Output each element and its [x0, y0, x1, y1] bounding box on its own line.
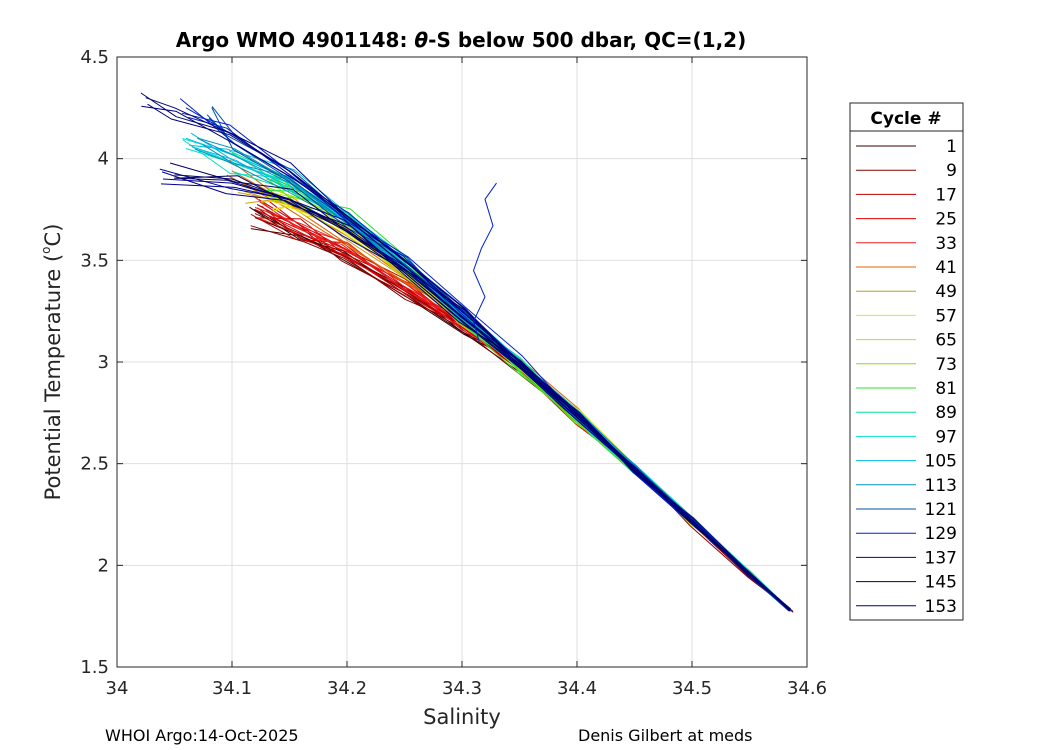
legend-label: 105 [925, 452, 957, 472]
y-tick-label: 2 [98, 555, 109, 576]
footer-right: Denis Gilbert at meds [578, 726, 752, 745]
legend-label: 49 [935, 282, 957, 302]
legend-label: 9 [946, 161, 957, 181]
y-axis-label: Potential Temperature (oC) [39, 224, 65, 501]
x-tick-label: 34.2 [327, 678, 367, 699]
x-tick-label: 34.1 [212, 678, 252, 699]
x-tick-label: 34.4 [557, 678, 597, 699]
legend-label: 25 [935, 210, 957, 230]
legend-label: 129 [925, 524, 957, 544]
legend-label: 137 [925, 548, 957, 568]
series-153-outlier [473, 182, 497, 342]
series-153 [140, 92, 791, 612]
series-layer [140, 92, 794, 613]
series-line [147, 103, 791, 611]
legend-label: 81 [935, 379, 957, 399]
series-line [141, 105, 791, 611]
x-tick-label: 34.6 [787, 678, 827, 699]
y-tick-label: 1.5 [80, 657, 109, 678]
y-tick-labels: 1.5 2 2.5 3 3.5 4 4.5 [80, 47, 109, 678]
legend-label: 57 [935, 306, 957, 326]
y-tick-label: 3.5 [80, 250, 109, 271]
legend-label: 89 [935, 403, 957, 423]
legend-label: 41 [935, 258, 957, 278]
series-line [181, 112, 790, 611]
x-axis-label: Salinity [423, 705, 501, 729]
x-tick-labels: 34 34.1 34.2 34.3 34.4 34.5 34.6 [106, 678, 827, 699]
chart-title: Argo WMO 4901148: θ-S below 500 dbar, QC… [176, 28, 746, 52]
legend-box [849, 102, 964, 621]
legend-label: 97 [935, 427, 957, 447]
legend-entries: 1 9 17 25 33 41 49 57 65 73 81 89 97 105 113 121 129 137 1… [856, 137, 957, 617]
legend-label: 17 [935, 185, 957, 205]
legend-label: 145 [925, 573, 957, 593]
legend-label: 1 [946, 137, 957, 157]
legend-label: 121 [925, 500, 957, 520]
footer-left: WHOI Argo:14-Oct-2025 [105, 726, 299, 745]
y-tick-label: 3 [98, 352, 109, 373]
series-line [473, 182, 497, 342]
series-line [140, 92, 790, 612]
legend: Cycle # 1 9 17 25 33 41 49 57 65 73 81 89 97 105 113 12… [849, 102, 964, 621]
legend-label: 113 [925, 476, 957, 496]
y-tick-label: 2.5 [80, 454, 109, 475]
tick-marks [116, 56, 808, 668]
legend-label: 153 [925, 597, 957, 617]
legend-label: 73 [935, 355, 957, 375]
x-tick-label: 34 [106, 678, 129, 699]
x-tick-label: 34.5 [672, 678, 712, 699]
legend-title: Cycle # [870, 109, 941, 129]
legend-label: 65 [935, 331, 957, 351]
y-tick-label: 4.5 [80, 47, 109, 68]
y-tick-label: 4 [98, 149, 109, 170]
x-tick-label: 34.3 [442, 678, 482, 699]
legend-label: 33 [935, 234, 957, 254]
